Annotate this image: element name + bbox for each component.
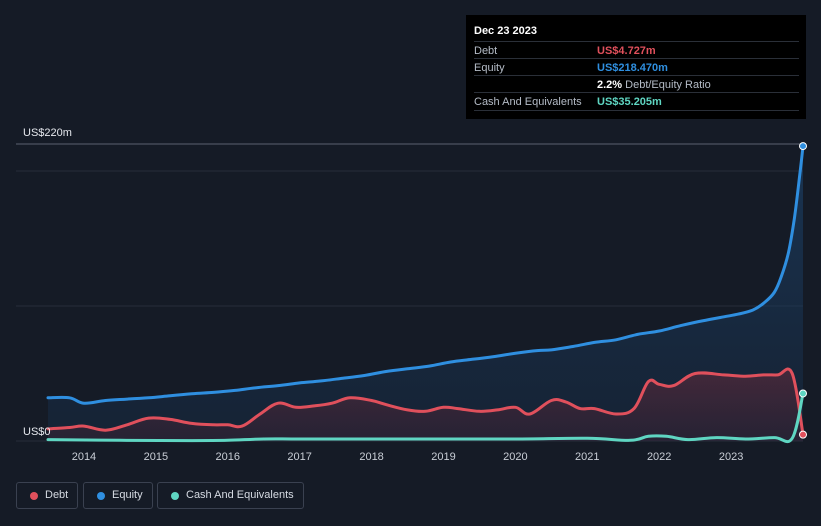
x-tick-label: 2015 <box>144 451 168 463</box>
legend-equity-label: Equity <box>112 489 143 501</box>
tooltip-debt-label: Debt <box>474 45 498 57</box>
tooltip-debt-value: US$4.727m <box>597 45 656 57</box>
tooltip-equity-value: US$218.470m <box>597 62 668 74</box>
tooltip-cash-label: Cash And Equivalents <box>474 96 582 108</box>
y-tick-label: US$220m <box>23 127 72 139</box>
series-end-markers <box>799 142 807 439</box>
cash-line <box>46 392 805 444</box>
legend-item-debt[interactable]: Debt <box>16 482 78 509</box>
tooltip-ratio-label: Debt/Equity Ratio <box>625 79 711 91</box>
cash-legend-dot-icon <box>171 492 179 500</box>
legend-item-cash[interactable]: Cash And Equivalents <box>157 482 304 509</box>
x-tick-label: 2017 <box>287 451 311 463</box>
cash-end-marker <box>799 389 807 398</box>
debt-end-marker <box>799 430 807 439</box>
tooltip-equity-label: Equity <box>474 62 505 74</box>
x-tick-label: 2016 <box>216 451 240 463</box>
series-lines <box>46 144 805 444</box>
tooltip-ratio: 2.2% Debt/Equity Ratio <box>597 79 711 91</box>
equity-legend-dot-icon <box>97 492 105 500</box>
x-axis-ticks: 2014 2015 2016 2017 2018 2019 2020 2021 2022 2023 <box>72 451 744 463</box>
x-tick-label: 2022 <box>647 451 671 463</box>
series-areas <box>48 146 803 441</box>
debt-area <box>48 368 803 441</box>
y-tick-label: US$0 <box>23 426 51 438</box>
y-axis-ticks: US$0 US$220m <box>23 127 72 438</box>
equity-end-marker <box>799 142 807 151</box>
x-tick-label: 2019 <box>431 451 455 463</box>
legend-cash-label: Cash And Equivalents <box>186 489 294 501</box>
equity-line <box>46 144 805 405</box>
legend-debt-label: Debt <box>45 489 69 501</box>
x-tick-label: 2014 <box>72 451 96 463</box>
tooltip-cash-value: US$35.205m <box>597 96 662 108</box>
debt-line <box>46 367 805 437</box>
tooltip-row-debt: Debt US$4.727m <box>474 41 799 59</box>
tooltip-row-equity: Equity US$218.470m <box>474 58 799 76</box>
legend-item-equity[interactable]: Equity <box>83 482 153 509</box>
debt-legend-dot-icon <box>30 492 38 500</box>
x-tick-label: 2018 <box>359 451 383 463</box>
tooltip-ratio-value: 2.2% <box>597 79 623 91</box>
equity-area <box>48 146 803 441</box>
x-tick-label: 2023 <box>719 451 743 463</box>
tooltip-row-cash: Cash And Equivalents US$35.205m <box>474 92 799 111</box>
tooltip-date: Dec 23 2023 <box>474 25 537 37</box>
x-tick-label: 2020 <box>503 451 527 463</box>
tooltip-row-ratio: 2.2% Debt/Equity Ratio <box>474 75 799 93</box>
x-tick-label: 2021 <box>575 451 599 463</box>
tooltip-panel: Dec 23 2023 Debt US$4.727m Equity US$218… <box>466 15 806 119</box>
